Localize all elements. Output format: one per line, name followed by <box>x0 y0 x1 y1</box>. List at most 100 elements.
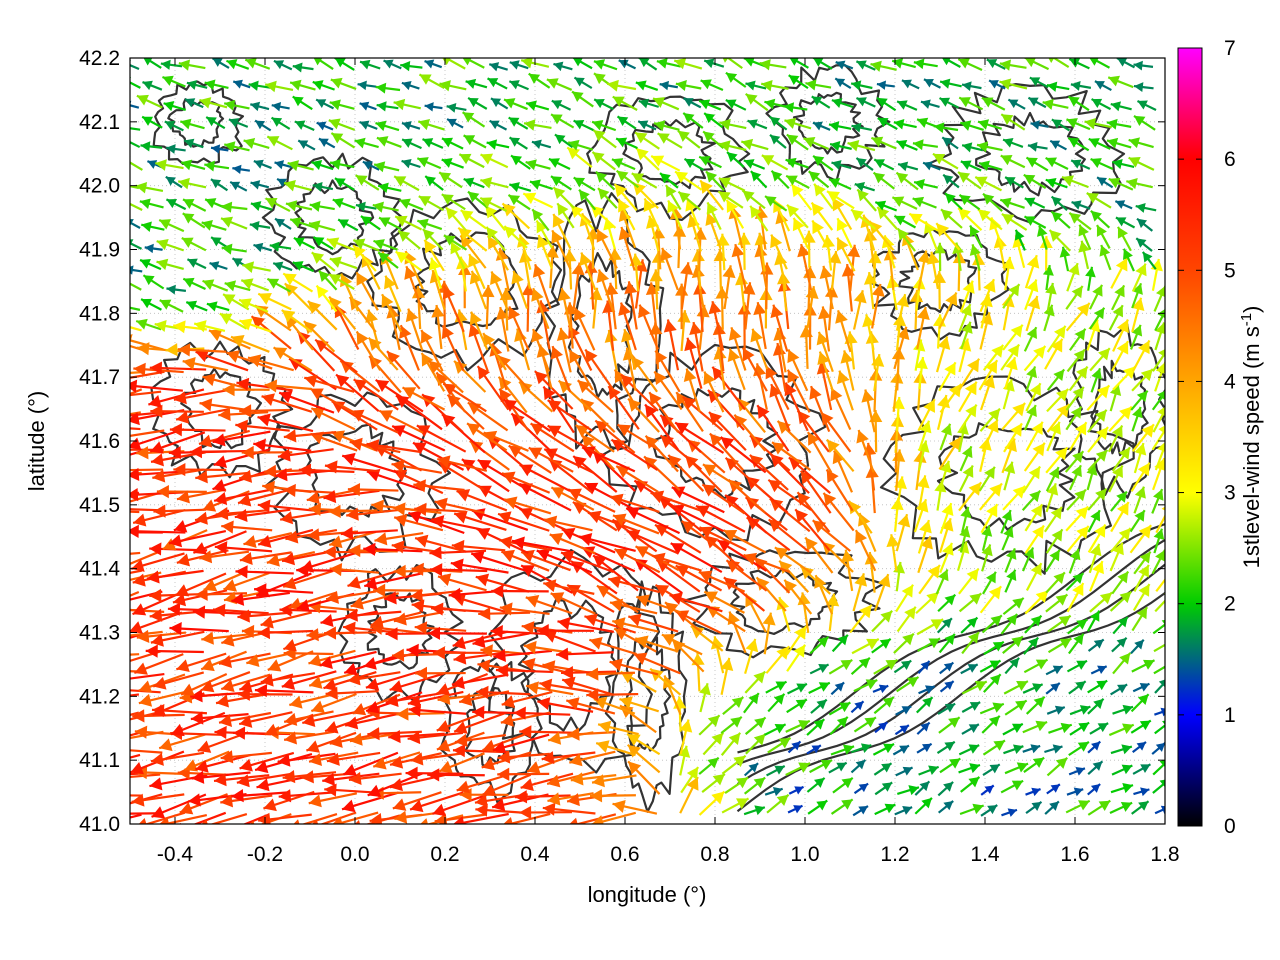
wind-vector-head <box>236 774 250 788</box>
wind-vector-head <box>1119 652 1131 665</box>
wind-vector-head <box>451 676 465 690</box>
wind-vector-head <box>267 659 282 672</box>
wind-vector-head <box>901 584 914 598</box>
wind-vector-head <box>570 205 584 218</box>
wind-vector-head <box>941 503 954 516</box>
wind-vector-head <box>886 534 900 548</box>
wind-vector-head <box>495 307 509 321</box>
wind-vector-head <box>1027 141 1038 152</box>
wind-vector-head <box>1058 615 1071 627</box>
wind-vector-head <box>962 280 975 294</box>
wind-vector-head <box>239 758 253 772</box>
wind-vector-head <box>544 448 558 461</box>
wind-vector-head <box>769 384 782 398</box>
wind-vector-head <box>1046 483 1059 496</box>
wind-vector-head <box>379 410 394 423</box>
wind-vector-head <box>719 118 731 131</box>
wind-vector-head <box>557 203 569 216</box>
wind-vector-head <box>149 777 163 791</box>
wind-vector-head <box>1056 388 1069 402</box>
wind-vector-head <box>1052 744 1063 754</box>
wind-vector-head <box>919 520 932 534</box>
wind-vector-head <box>1071 200 1082 210</box>
wind-vector-head <box>1116 341 1129 355</box>
wind-vector-head <box>283 638 297 652</box>
wind-vector-head <box>1140 787 1150 797</box>
wind-vector-head <box>187 258 198 268</box>
wind-vector-head <box>876 97 888 108</box>
wind-vector-head <box>312 819 319 824</box>
wind-vector-head <box>853 290 867 304</box>
wind-vector-head <box>532 209 544 221</box>
wind-vector-head <box>324 783 337 797</box>
wind-vector-head <box>284 179 296 192</box>
wind-vector-head <box>281 309 296 323</box>
wind-vector-head <box>617 424 632 437</box>
wind-vector-head <box>391 648 405 662</box>
wind-vector-head <box>1012 597 1024 609</box>
wind-vector-head <box>178 59 191 71</box>
wind-vector-head <box>702 484 717 497</box>
wind-vector-head <box>491 584 504 598</box>
wind-vector-head <box>813 155 825 167</box>
wind-vector-head <box>968 724 979 733</box>
wind-vector-head <box>1037 225 1048 237</box>
y-tick-label: 41.8 <box>79 302 120 325</box>
wind-vector-head <box>199 398 213 412</box>
wind-vector-head <box>521 283 535 296</box>
wind-vector-head <box>1091 98 1103 108</box>
wind-vector-head <box>654 524 669 537</box>
wind-vector-head <box>798 762 811 773</box>
wind-vector-head <box>132 603 147 616</box>
wind-vector-head <box>556 647 569 661</box>
wind-vector-head <box>309 753 323 767</box>
wind-vector-head <box>902 633 914 646</box>
wind-vector-head <box>331 401 346 414</box>
wind-vector-head <box>734 414 748 429</box>
wind-vector-head <box>1076 302 1090 317</box>
wind-vector-head <box>835 60 846 70</box>
wind-vector-head <box>504 496 518 510</box>
wind-vector-head <box>467 423 481 436</box>
wind-vector-head <box>1128 137 1140 149</box>
wind-vector-head <box>1134 639 1144 650</box>
wind-vector-head <box>933 122 945 134</box>
wind-vector-head <box>232 726 246 740</box>
wind-vector-head <box>1162 720 1165 725</box>
wind-vector-head <box>770 134 781 145</box>
wind-vector-head <box>523 640 537 654</box>
wind-vector-head <box>526 681 540 695</box>
wind-vector-head <box>813 719 825 730</box>
wind-vector-shaft <box>130 429 165 437</box>
wind-vector-head <box>1007 344 1020 358</box>
wind-vector-head <box>363 542 376 556</box>
wind-vector-head <box>141 298 153 309</box>
wind-vector-head <box>731 697 744 709</box>
wind-vector-head <box>1075 506 1089 520</box>
wind-vector-head <box>784 117 797 129</box>
wind-vector-head <box>678 191 691 204</box>
wind-vector-head <box>269 241 280 252</box>
wind-vector-head <box>662 675 676 690</box>
wind-vector-head <box>230 181 241 191</box>
wind-vector-shaft <box>1152 407 1165 433</box>
wind-vector-head <box>289 695 303 709</box>
wind-vector-head <box>593 555 607 568</box>
wind-vector-head <box>326 590 339 604</box>
wind-vector-head <box>786 134 799 146</box>
wind-vector-head <box>774 547 789 560</box>
wind-vector-head <box>242 261 255 273</box>
wind-vector-head <box>228 118 240 128</box>
wind-vector-head <box>1001 510 1013 522</box>
wind-vector-head <box>786 175 798 186</box>
wind-vector-head <box>226 350 240 363</box>
wind-vector-head <box>772 442 786 455</box>
wind-vector-head <box>302 714 316 727</box>
wind-vector-head <box>1118 447 1130 460</box>
wind-vector-head <box>422 229 435 241</box>
wind-vector-head <box>871 283 885 297</box>
wind-vector-head <box>468 254 481 268</box>
wind-vector-head <box>1159 779 1165 788</box>
wind-vector-head <box>707 389 721 404</box>
wind-vector-shaft <box>130 630 163 637</box>
